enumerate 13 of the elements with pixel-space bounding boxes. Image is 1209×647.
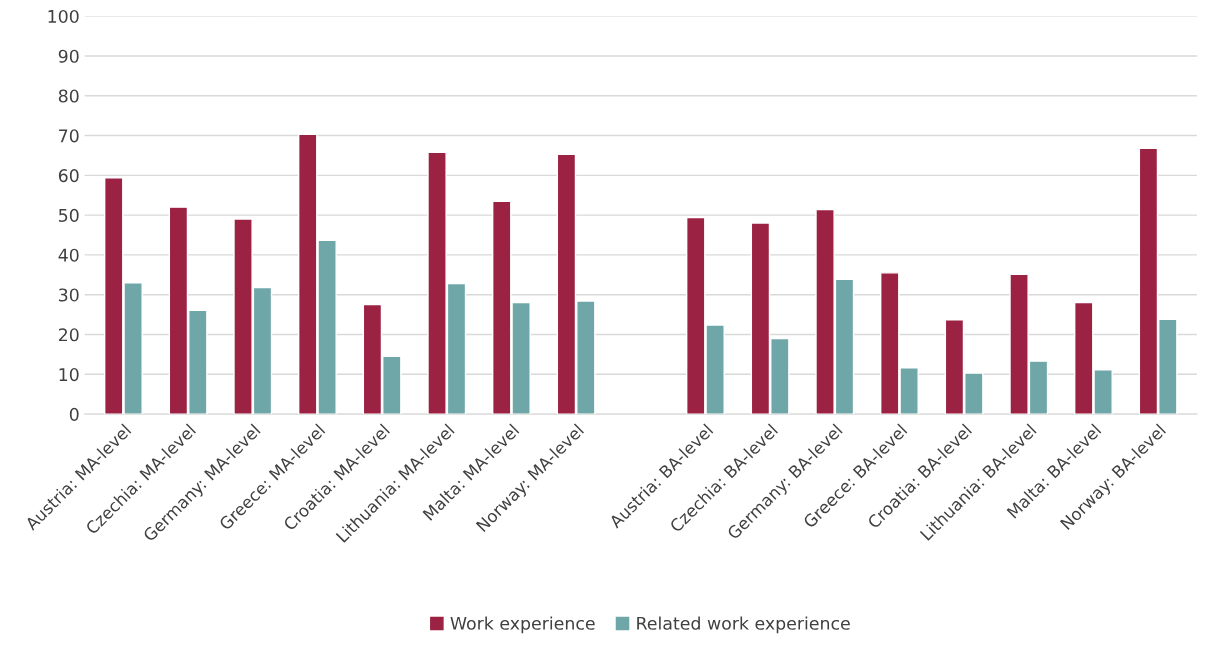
legend-label: Work experience bbox=[450, 616, 595, 634]
y-tick-label: 80 bbox=[58, 89, 79, 103]
y-tick-label: 90 bbox=[58, 49, 79, 63]
y-tick-label: 100 bbox=[48, 9, 79, 24]
y-tick-label: 70 bbox=[59, 129, 79, 143]
y-tick-label: 10 bbox=[59, 368, 79, 382]
y-tick-label: 40 bbox=[58, 248, 79, 262]
legend-label: Related work experience bbox=[637, 616, 850, 634]
y-tick-label: 50 bbox=[59, 208, 79, 222]
y-tick-label: 30 bbox=[59, 288, 79, 302]
y-tick-label: 0 bbox=[69, 407, 79, 421]
y-tick-label: 20 bbox=[58, 328, 79, 342]
y-tick-label: 60 bbox=[58, 169, 79, 183]
